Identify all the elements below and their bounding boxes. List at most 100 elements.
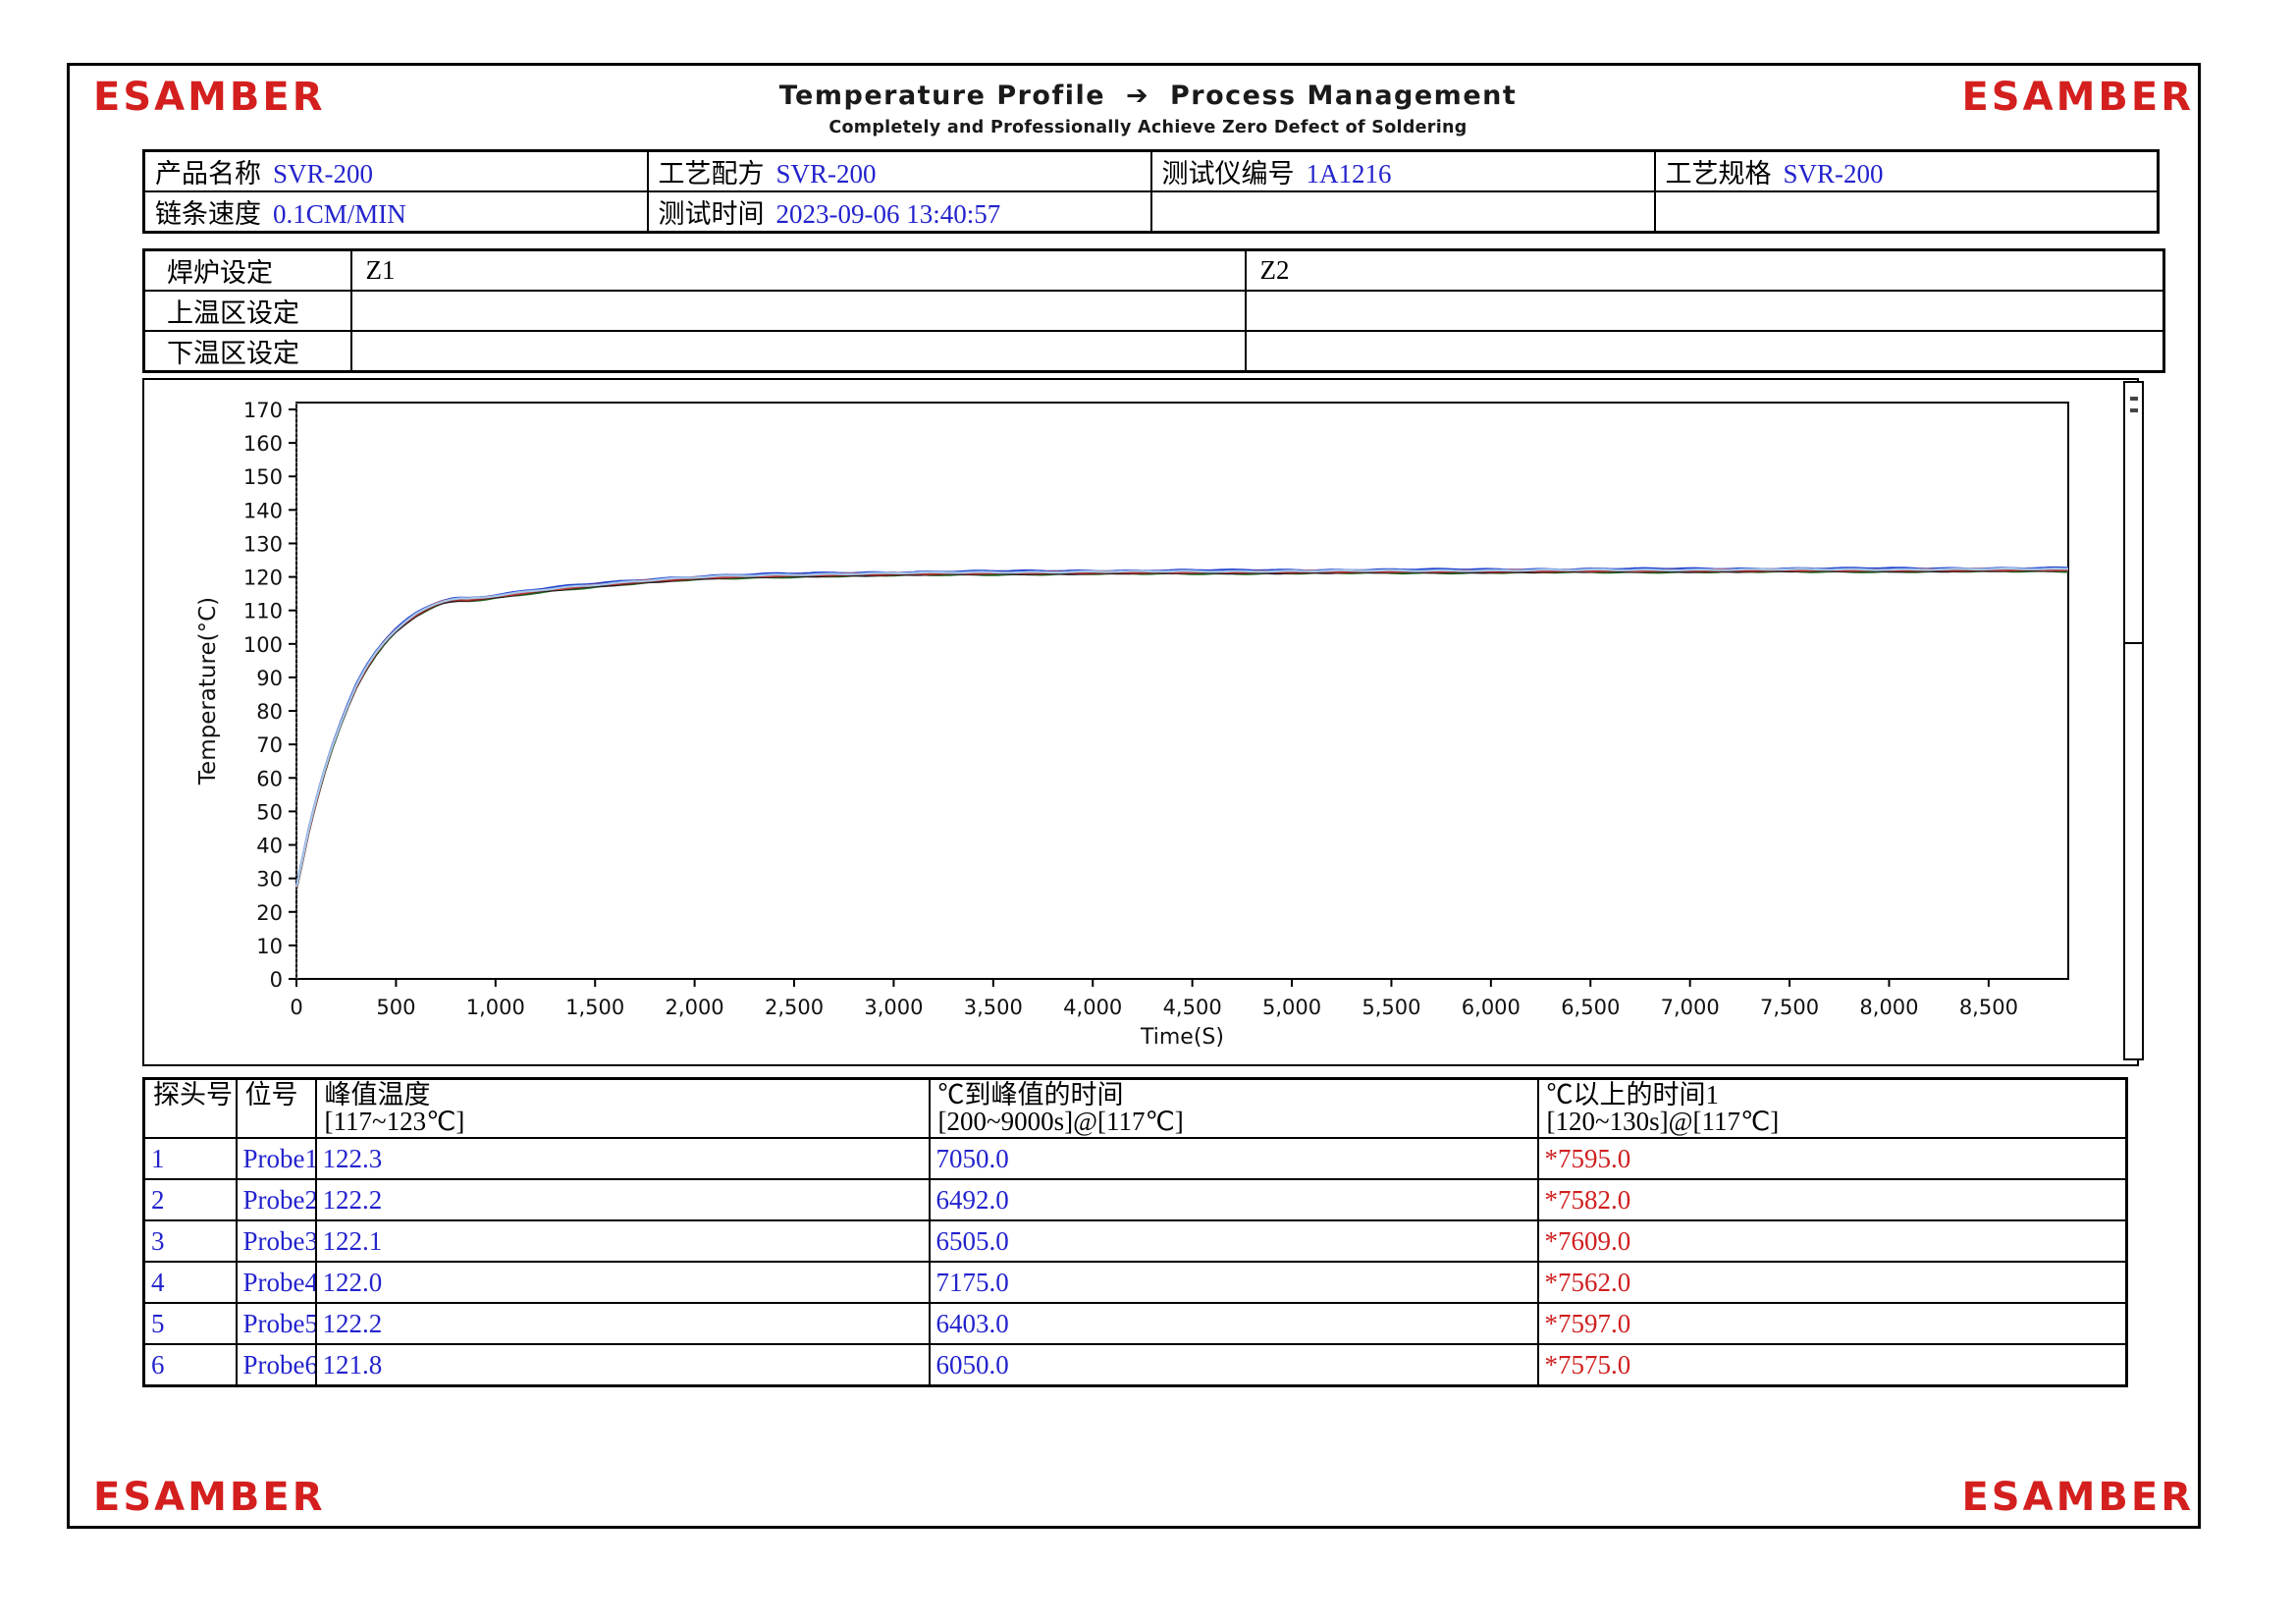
oven-zone-z1-cell bbox=[349, 290, 1247, 332]
x-tick-label: 1,500 bbox=[565, 996, 624, 1019]
oven-settings-table: 焊炉设定 Z1 Z2 上温区设定 下温区设定 bbox=[142, 248, 2165, 373]
probe-number: 1 bbox=[142, 1137, 238, 1180]
header-line1: 探头号 bbox=[153, 1080, 233, 1109]
info-cell bbox=[1149, 190, 1656, 234]
x-tick-label: 7,000 bbox=[1661, 996, 1720, 1019]
probe-number: 3 bbox=[142, 1219, 238, 1263]
info-cell: 工艺规格 SVR-200 bbox=[1653, 149, 2160, 192]
probe-position: Probe2 bbox=[235, 1178, 317, 1221]
info-cell bbox=[1653, 190, 2160, 234]
result-column-header: 峰值温度 [117~123℃] bbox=[314, 1077, 931, 1139]
info-label: 工艺规格 bbox=[1665, 159, 1772, 189]
time-above: *7595.0 bbox=[1536, 1137, 2128, 1180]
info-value: 1A1216 bbox=[1306, 159, 1392, 189]
series-Probe5 bbox=[294, 569, 2068, 890]
probe-position: Probe4 bbox=[235, 1261, 317, 1304]
x-tick-label: 6,000 bbox=[1462, 996, 1521, 1019]
y-tick-label: 30 bbox=[256, 868, 283, 892]
y-tick-label: 100 bbox=[243, 633, 283, 657]
x-tick-label: 8,500 bbox=[1959, 996, 2018, 1019]
y-tick-label: 130 bbox=[243, 532, 283, 556]
y-tick-label: 70 bbox=[256, 733, 283, 757]
y-tick-label: 0 bbox=[270, 968, 283, 992]
y-tick-label: 120 bbox=[243, 567, 283, 590]
table-row: 产品名称 SVR-200 工艺配方 SVR-200 测试仪编号 1A1216 工艺规格 SVR… bbox=[142, 149, 2160, 192]
series-Probe3 bbox=[294, 568, 2069, 890]
time-above: *7609.0 bbox=[1536, 1219, 2128, 1263]
oven-zone-z1-cell: Z1 bbox=[349, 248, 1247, 292]
page-frame bbox=[67, 63, 2201, 1529]
brand-logo-bottom-left: ESAMBER bbox=[93, 1475, 326, 1520]
probe-row: 6 Probe6 121.8 6050.0 *7575.0 bbox=[142, 1343, 2128, 1387]
plot-box bbox=[295, 402, 2069, 980]
x-tick-label: 4,000 bbox=[1063, 996, 1122, 1019]
x-tick-label: 500 bbox=[376, 996, 415, 1019]
y-tick-label: 20 bbox=[256, 901, 283, 925]
time-above: *7575.0 bbox=[1536, 1343, 2128, 1387]
info-value: SVR-200 bbox=[273, 159, 374, 189]
info-label: 链条速度 bbox=[155, 199, 261, 229]
probe-results-table: 探头号 位号 峰值温度 [117~123℃] ℃到峰值的时间 [200~9000s]@[1… bbox=[142, 1077, 2128, 1387]
table-row: 焊炉设定 Z1 Z2 bbox=[142, 248, 2165, 292]
y-tick-label: 50 bbox=[256, 800, 283, 824]
probe-position: Probe3 bbox=[235, 1219, 317, 1263]
info-label: 测试时间 bbox=[658, 199, 765, 229]
x-axis-title: Time(S) bbox=[1140, 1025, 1224, 1050]
time-above: *7582.0 bbox=[1536, 1178, 2128, 1221]
peak-temp: 122.1 bbox=[314, 1219, 931, 1263]
oven-zone-z2-cell: Z2 bbox=[1244, 248, 2165, 292]
chart-side-scrollbar[interactable] bbox=[2123, 381, 2144, 1060]
x-tick-label: 8,000 bbox=[1859, 996, 1918, 1019]
probe-row: 2 Probe2 122.2 6492.0 *7582.0 bbox=[142, 1178, 2128, 1221]
header-line1: 位号 bbox=[244, 1080, 298, 1109]
y-tick-label: 150 bbox=[243, 465, 283, 489]
y-tick-label: 80 bbox=[256, 700, 283, 724]
table-row: 下温区设定 bbox=[142, 330, 2165, 373]
result-column-header: 探头号 bbox=[142, 1077, 238, 1139]
peak-temp: 122.2 bbox=[314, 1302, 931, 1345]
series-Probe1 bbox=[294, 566, 2069, 887]
probe-number: 2 bbox=[142, 1178, 238, 1221]
time-to-peak: 6505.0 bbox=[928, 1219, 1539, 1263]
result-column-header: ℃以上的时间1 [120~130s]@[117℃] bbox=[1536, 1077, 2128, 1139]
y-tick-label: 10 bbox=[256, 935, 283, 958]
info-label: 测试仪编号 bbox=[1161, 159, 1295, 189]
series-Probe6 bbox=[294, 568, 2069, 889]
y-tick-label: 90 bbox=[256, 667, 283, 690]
table-header-row: 探头号 位号 峰值温度 [117~123℃] ℃到峰值的时间 [200~9000s]@[1… bbox=[142, 1077, 2128, 1139]
brand-logo-top-left: ESAMBER bbox=[93, 75, 326, 120]
scrollbar-marks-icon bbox=[2130, 397, 2138, 420]
y-axis-title: Temperature(°C) bbox=[195, 597, 221, 785]
info-value: 2023-09-06 13:40:57 bbox=[775, 199, 1001, 229]
oven-zone-z2-cell bbox=[1244, 290, 2165, 332]
oven-row-label: 焊炉设定 bbox=[142, 248, 352, 292]
x-tick-label: 0 bbox=[290, 996, 302, 1019]
product-info-table: 产品名称 SVR-200 工艺配方 SVR-200 测试仪编号 1A1216 工艺规格 SVR… bbox=[142, 149, 2160, 234]
temperature-chart-panel: 0 10 20 30 40 50 60 70 80 90 100 110 120 130 140 150 160… bbox=[142, 378, 2139, 1066]
temperature-chart: 0 10 20 30 40 50 60 70 80 90 100 110 120 130 140 150 160… bbox=[195, 399, 2069, 1050]
x-tick-label: 2,500 bbox=[765, 996, 824, 1019]
info-value: SVR-200 bbox=[1783, 159, 1884, 189]
scrollbar-thumb[interactable] bbox=[2125, 383, 2142, 644]
peak-temp: 122.0 bbox=[314, 1261, 931, 1304]
y-tick-label: 170 bbox=[243, 399, 283, 422]
table-row: 链条速度 0.1CM/MIN 测试时间 2023-09-06 13:40:57 bbox=[142, 190, 2160, 234]
brand-logo-top-right: ESAMBER bbox=[1961, 75, 2194, 120]
series-Probe4 bbox=[294, 567, 2069, 888]
probe-row: 1 Probe1 122.3 7050.0 *7595.0 bbox=[142, 1137, 2128, 1180]
probe-position: Probe5 bbox=[235, 1302, 317, 1345]
probe-number: 5 bbox=[142, 1302, 238, 1345]
oven-zone-z2-cell bbox=[1244, 330, 2165, 373]
time-above: *7562.0 bbox=[1536, 1261, 2128, 1304]
info-value: 0.1CM/MIN bbox=[273, 199, 406, 229]
x-tick-label: 1,000 bbox=[466, 996, 525, 1019]
time-to-peak: 7050.0 bbox=[928, 1137, 1539, 1180]
time-to-peak: 7175.0 bbox=[928, 1261, 1539, 1304]
time-to-peak: 6492.0 bbox=[928, 1178, 1539, 1221]
info-label: 产品名称 bbox=[155, 159, 261, 189]
x-tick-label: 2,000 bbox=[666, 996, 724, 1019]
info-cell: 工艺配方 SVR-200 bbox=[646, 149, 1152, 192]
x-tick-label: 7,500 bbox=[1760, 996, 1819, 1019]
x-tick-label: 5,000 bbox=[1262, 996, 1321, 1019]
brand-logo-bottom-right: ESAMBER bbox=[1961, 1475, 2194, 1520]
